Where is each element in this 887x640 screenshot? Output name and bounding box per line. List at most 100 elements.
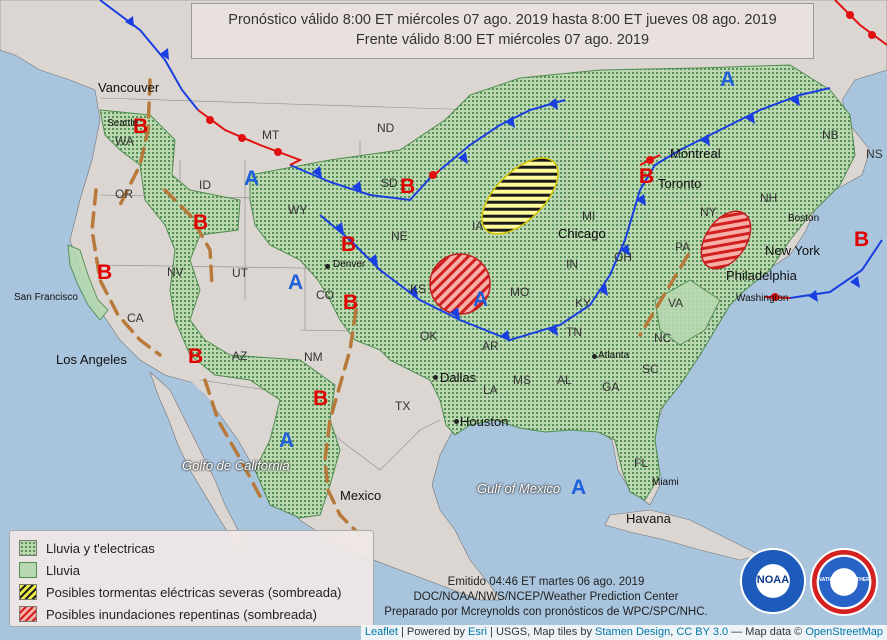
issuing-agency: DOC/NOAA/NWS/NCEP/Weather Prediction Cen…: [413, 591, 679, 603]
legend-label: Posibles inundaciones repentinas (sombre…: [46, 606, 317, 622]
prepared-by: Preparado por Mcreynolds con pronósticos…: [384, 606, 708, 618]
state-label: KY: [575, 296, 592, 310]
state-label: VA: [668, 296, 684, 310]
high-pressure-label: B: [188, 345, 204, 368]
state-label: NC: [654, 331, 672, 345]
water-label-gulf-of-mexico: Gulf of Mexico: [477, 481, 561, 496]
flash-flood-hatch-icon: [19, 606, 37, 622]
warm-front-northwest: [197, 109, 303, 166]
state-label: MT: [262, 128, 280, 142]
legend: Lluvia y t'electricas Lluvia Posibles to…: [9, 530, 374, 627]
state-label: NH: [760, 191, 778, 205]
issued-info: Emitido 04:46 ET martes 06 ago. 2019 DOC…: [368, 575, 724, 620]
stamen-link[interactable]: Stamen Design: [595, 626, 671, 638]
state-label: MI: [582, 209, 596, 223]
state-label: FL: [634, 456, 649, 470]
state-label: SD: [381, 176, 398, 190]
state-label: WA: [115, 134, 134, 148]
high-pressure-label: B: [313, 387, 329, 410]
rain-area-west-coast: [67, 244, 109, 321]
low-pressure-label: A: [720, 68, 736, 91]
state-label: NE: [391, 229, 408, 243]
state-label: CO: [316, 288, 334, 302]
city-label-philadelphia: Philadelphia: [726, 268, 797, 283]
low-pressure-label: A: [279, 429, 295, 452]
state-label: LA: [483, 383, 498, 397]
state-label: OH: [614, 250, 632, 264]
city-label-havana: Havana: [626, 511, 671, 526]
esri-link[interactable]: Esri: [468, 626, 487, 638]
high-pressure-label: B: [400, 175, 416, 198]
trough-lines: [90, 78, 690, 537]
city-label-chicago: Chicago: [558, 226, 606, 241]
cc-link[interactable]: CC BY 3.0: [676, 626, 729, 638]
land-cuba: [604, 509, 761, 561]
city-dot: [592, 354, 597, 359]
state-label: WY: [288, 203, 308, 217]
state-label: TN: [566, 325, 582, 339]
state-label: NM: [304, 350, 323, 364]
rain-icon: [19, 562, 37, 578]
legend-item: Posibles inundaciones repentinas (sombre…: [19, 605, 317, 623]
low-pressure-label: A: [288, 271, 304, 294]
state-label: IN: [566, 257, 578, 271]
forecast-valid-text: Pronóstico válido 8:00 ET miércoles 07 a…: [228, 12, 777, 28]
low-pressure-label: A: [473, 288, 489, 311]
cold-front-teeth: [125, 16, 860, 342]
state-label: GA: [602, 380, 620, 394]
city-label-atlanta: Atlanta: [598, 350, 630, 361]
low-pressure-label: A: [244, 167, 260, 190]
rain-thunder-area-main: [99, 109, 341, 519]
severe-storm-hatch-icon: [19, 584, 37, 600]
leaflet-link[interactable]: Leaflet: [364, 626, 398, 638]
legend-item: Posibles tormentas eléctricas severas (s…: [19, 583, 342, 601]
state-label: KS: [410, 282, 427, 296]
state-label: NB: [822, 128, 839, 142]
high-pressure-label: B: [854, 228, 870, 251]
legend-label: Lluvia: [46, 562, 80, 578]
low-pressure-label: A: [571, 476, 587, 499]
city-label-new-york: New York: [765, 243, 820, 258]
state-label: MS: [513, 373, 531, 387]
front-valid-text: Frente válido 8:00 ET miércoles 07 ago. …: [355, 32, 650, 48]
city-label-miami: Miami: [652, 477, 679, 488]
map-attribution: Leaflet | Powered by Esri | USGS, Map ti…: [360, 625, 887, 640]
state-label: ID: [199, 178, 211, 192]
high-pressure-label: B: [133, 115, 149, 138]
osm-link[interactable]: OpenStreetMap: [805, 626, 883, 638]
state-label: AL: [557, 373, 572, 387]
city-dot: [325, 264, 330, 269]
rain-thunder-area-east: [249, 64, 856, 501]
cold-front-great-lakes: [439, 99, 566, 171]
city-label-los-angeles: Los Angeles: [56, 352, 127, 367]
legend-item: Lluvia y t'electricas: [19, 539, 155, 557]
state-label: NY: [700, 205, 717, 219]
state-label: NV: [167, 265, 184, 279]
state-label: IA: [472, 219, 484, 233]
rain-area-east-coast: [654, 279, 721, 346]
flash-flood-area-plains: [429, 253, 491, 315]
legend-label: Lluvia y t'electricas: [46, 540, 155, 556]
city-label-washington: Washington: [736, 293, 789, 304]
state-label: OK: [420, 329, 438, 343]
city-label-boston: Boston: [788, 213, 820, 224]
state-label: AR: [482, 339, 499, 353]
high-pressure-label: B: [639, 165, 655, 188]
cold-front-northwest: [99, 0, 199, 111]
city-label-montreal: Montreal: [670, 146, 721, 161]
city-label-vancouver: Vancouver: [98, 80, 160, 95]
city-label-seattle: Seattle: [107, 118, 139, 129]
rain-thunder-icon: [19, 540, 37, 556]
state-label: CA: [127, 311, 144, 325]
warm-front-bumps: [206, 11, 876, 301]
legend-item: Lluvia: [19, 561, 80, 579]
state-label: ND: [377, 121, 395, 135]
city-label-san-francisco: San Francisco: [14, 292, 78, 303]
high-pressure-label: B: [193, 211, 209, 234]
cold-front-plains: [319, 149, 681, 342]
high-pressure-label: B: [341, 233, 357, 256]
severe-storm-area: [481, 157, 559, 235]
state-label: TX: [395, 399, 411, 413]
state-label: MO: [510, 285, 530, 299]
nws-logo: NATIONAL WEATHER SERVICE: [810, 548, 878, 616]
